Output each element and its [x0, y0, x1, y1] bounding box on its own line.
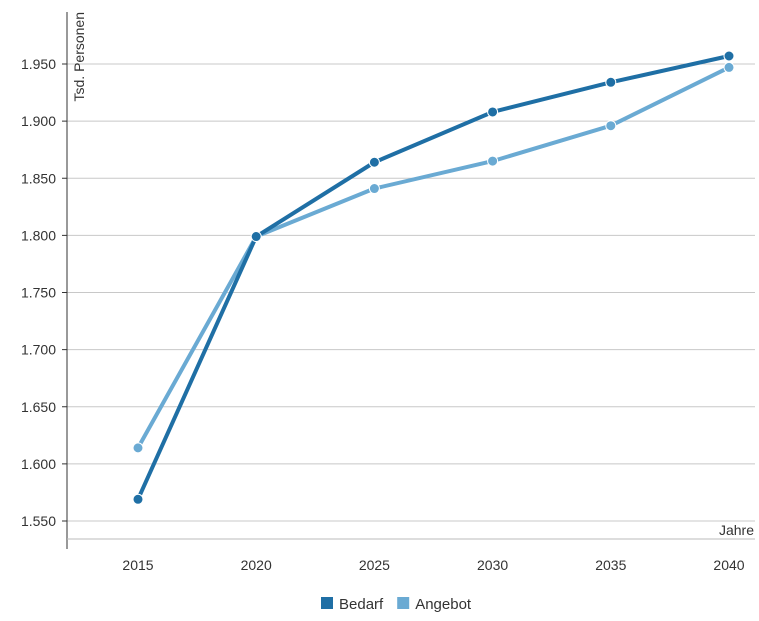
data-point-bedarf[interactable]: [368, 156, 380, 168]
grid-lines: [67, 63, 755, 522]
series-bedarf: [132, 50, 735, 505]
y-tick-label: 1.550: [21, 513, 56, 529]
data-point-bedarf[interactable]: [250, 231, 262, 243]
series-line-bedarf: [136, 54, 731, 502]
data-point-bedarf[interactable]: [605, 76, 617, 88]
x-tick-label: 2040: [713, 557, 744, 573]
y-tick-label: 1.900: [21, 113, 56, 129]
data-point-angebot[interactable]: [487, 155, 499, 167]
x-axis-ticks: 2015 2020 2025 2030 2035 2040: [122, 557, 744, 573]
series-line-angebot: [136, 65, 731, 450]
legend-item-angebot[interactable]: Angebot: [397, 596, 472, 613]
data-point-angebot[interactable]: [132, 442, 144, 454]
legend-swatch: [397, 597, 410, 609]
y-axis-title: Tsd. Personen: [71, 12, 87, 102]
y-tick-label: 1.650: [21, 399, 56, 415]
x-tick-label: 2025: [359, 557, 390, 573]
legend-swatch: [321, 597, 333, 609]
x-tick-label: 2020: [241, 557, 272, 573]
data-point-angebot[interactable]: [605, 120, 617, 132]
data-point-bedarf[interactable]: [487, 106, 499, 118]
legend-label: Bedarf: [339, 596, 384, 613]
y-tick-label: 1.700: [21, 342, 56, 358]
y-tick-label: 1.800: [21, 227, 56, 243]
y-axis-ticks: 1.550 1.600 1.650 1.700 1.750 1.800 1.850 1.900…: [21, 56, 67, 529]
y-tick-label: 1.950: [21, 56, 56, 72]
legend-item-bedarf[interactable]: Bedarf: [321, 596, 384, 613]
data-point-bedarf[interactable]: [723, 50, 735, 62]
y-tick-label: 1.850: [21, 170, 56, 186]
x-tick-label: 2035: [595, 557, 626, 573]
legend-label: Angebot: [415, 596, 472, 613]
data-point-angebot[interactable]: [723, 61, 735, 73]
series-layer: [132, 50, 735, 505]
x-tick-label: 2015: [122, 557, 153, 573]
x-axis-title: Jahre: [719, 522, 754, 538]
data-point-bedarf[interactable]: [132, 493, 144, 505]
x-tick-label: 2030: [477, 557, 508, 573]
y-tick-label: 1.600: [21, 456, 56, 472]
data-point-angebot[interactable]: [368, 183, 380, 195]
legend: Bedarf Angebot: [321, 596, 472, 613]
y-tick-label: 1.750: [21, 285, 56, 301]
